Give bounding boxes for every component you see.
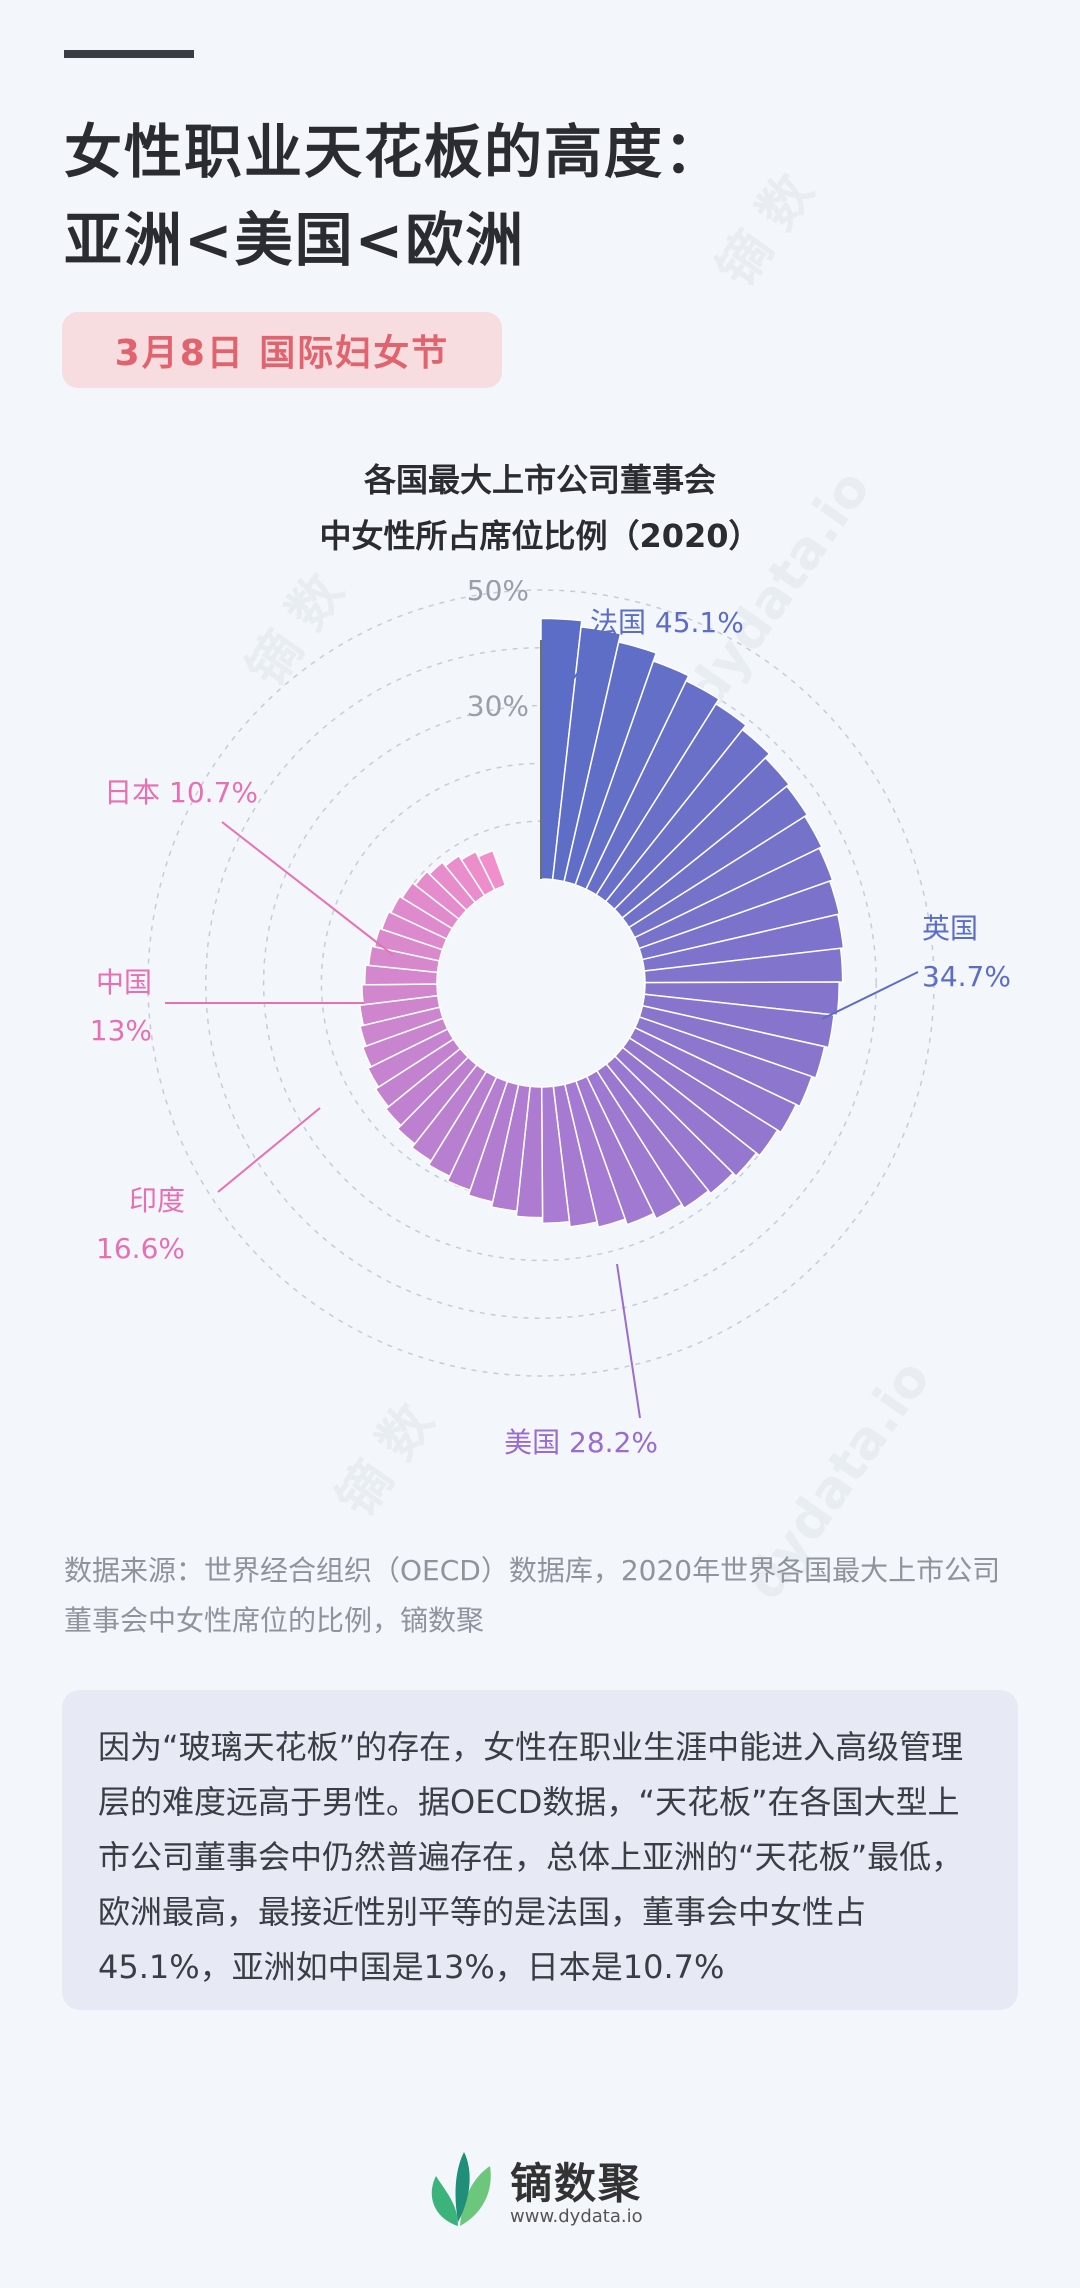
radial-bar [621,1036,779,1157]
radial-bar [633,1016,813,1108]
radial-bar [389,895,454,940]
country-label: 印度 [129,1184,185,1217]
radial-bar [460,850,496,897]
radial-bar [595,1062,710,1210]
page-title-line1: 女性职业天花板的高度： [64,118,725,186]
radial-bar [414,870,468,921]
radial-bar [551,626,622,883]
radial-bar [595,702,748,903]
radial-bar [613,1046,758,1178]
radial-bar [396,1056,478,1146]
axis-tick-label: 30% [467,690,529,723]
radial-bar [605,1055,735,1195]
summary-text: 因为“玻璃天花板”的存在，女性在职业生涯中能进入高级管理层的难度远高于男性。据O… [98,1728,964,1986]
radial-bar [574,660,690,891]
radial-bar [361,1017,449,1068]
radial-bar [540,1085,571,1225]
grid-circle [147,589,935,1377]
radial-bar [374,1038,462,1108]
leader-line [221,821,394,956]
radial-bar [641,913,845,972]
brand-logo: 镝数聚 www.dydata.io [424,2148,684,2238]
radial-bar [604,728,771,911]
radial-bar [643,981,840,1017]
radial-bar [563,1080,627,1229]
leader-line [616,1263,641,1419]
radial-bar [621,785,809,929]
page-title-line2: 亚洲<美国<欧洲 [64,206,526,274]
radial-bar [540,617,583,881]
summary-note: 因为“玻璃天花板”的存在，女性在职业生涯中能进入高级管理层的难度远高于男性。据O… [62,1690,1018,2010]
radial-bar [641,993,835,1049]
leader-line [217,1107,321,1193]
country-label: 英国 [922,912,978,945]
radial-bar [638,1004,826,1079]
data-source: 数据来源：世界经合组织（OECD）数据库，2020年世界各国最大上市公司董事会中… [64,1554,1001,1637]
chart-title-line2: 中女性所占席位比例（2020） [319,517,761,555]
radial-bar [446,1076,509,1192]
radial-bar [444,854,486,904]
radial-bar [490,1083,531,1212]
radial-bar [585,679,721,896]
radial-bar [643,947,844,984]
country-label: 日本 10.7% [104,776,258,809]
radial-bar [359,1006,445,1048]
radial-bar [585,1069,683,1220]
grid-circle [205,647,877,1319]
radial-bar [384,1047,470,1127]
country-label: 13% [90,1014,152,1047]
page-title: 女性职业天花板的高度： 亚洲<美国<欧洲 [64,108,724,284]
brand-url: www.dydata.io [510,2206,643,2227]
radial-bar [367,945,441,974]
radial-bar [477,849,507,891]
radial-bar [563,641,658,886]
radial-bar [627,815,823,939]
radial-bar [428,861,477,912]
radial-bar [638,880,841,961]
radial-bar [613,756,791,920]
date-badge: 3月8日 国际妇女节 [62,312,502,388]
radial-bar [380,910,448,951]
radial-bar [633,847,834,950]
radial-bar [410,1063,488,1163]
leaf-logo-icon [431,2152,491,2226]
brand-name: 镝数聚 [510,2159,643,2208]
top-accent-bar [64,50,194,58]
radial-bar [552,1083,599,1228]
radial-bar [373,927,444,962]
radial-bar [366,1027,455,1089]
radial-bar-chart: 50% 30% 法国 45.1% 英国 34.7% 美国 28.2% 印度 16.6% 中国 13… [90,580,1011,1459]
leader-line [821,971,919,1020]
chart-title-line1: 各国最大上市公司董事会 [363,461,716,499]
radial-bar [364,964,439,986]
radial-bar [401,881,461,930]
radial-bar [427,1070,498,1178]
radial-bar [467,1080,520,1203]
axis-tick-label: 50% [467,580,529,607]
leader-line [554,655,591,705]
country-label: 美国 28.2% [504,1426,658,1459]
country-label: 中国 [96,966,152,999]
country-label: 16.6% [96,1232,185,1265]
radial-bar [574,1075,655,1226]
country-label: 34.7% [922,960,1011,993]
country-label: 法国 45.1% [590,606,744,639]
radial-bar [515,1085,544,1219]
radial-bar [628,1026,798,1134]
